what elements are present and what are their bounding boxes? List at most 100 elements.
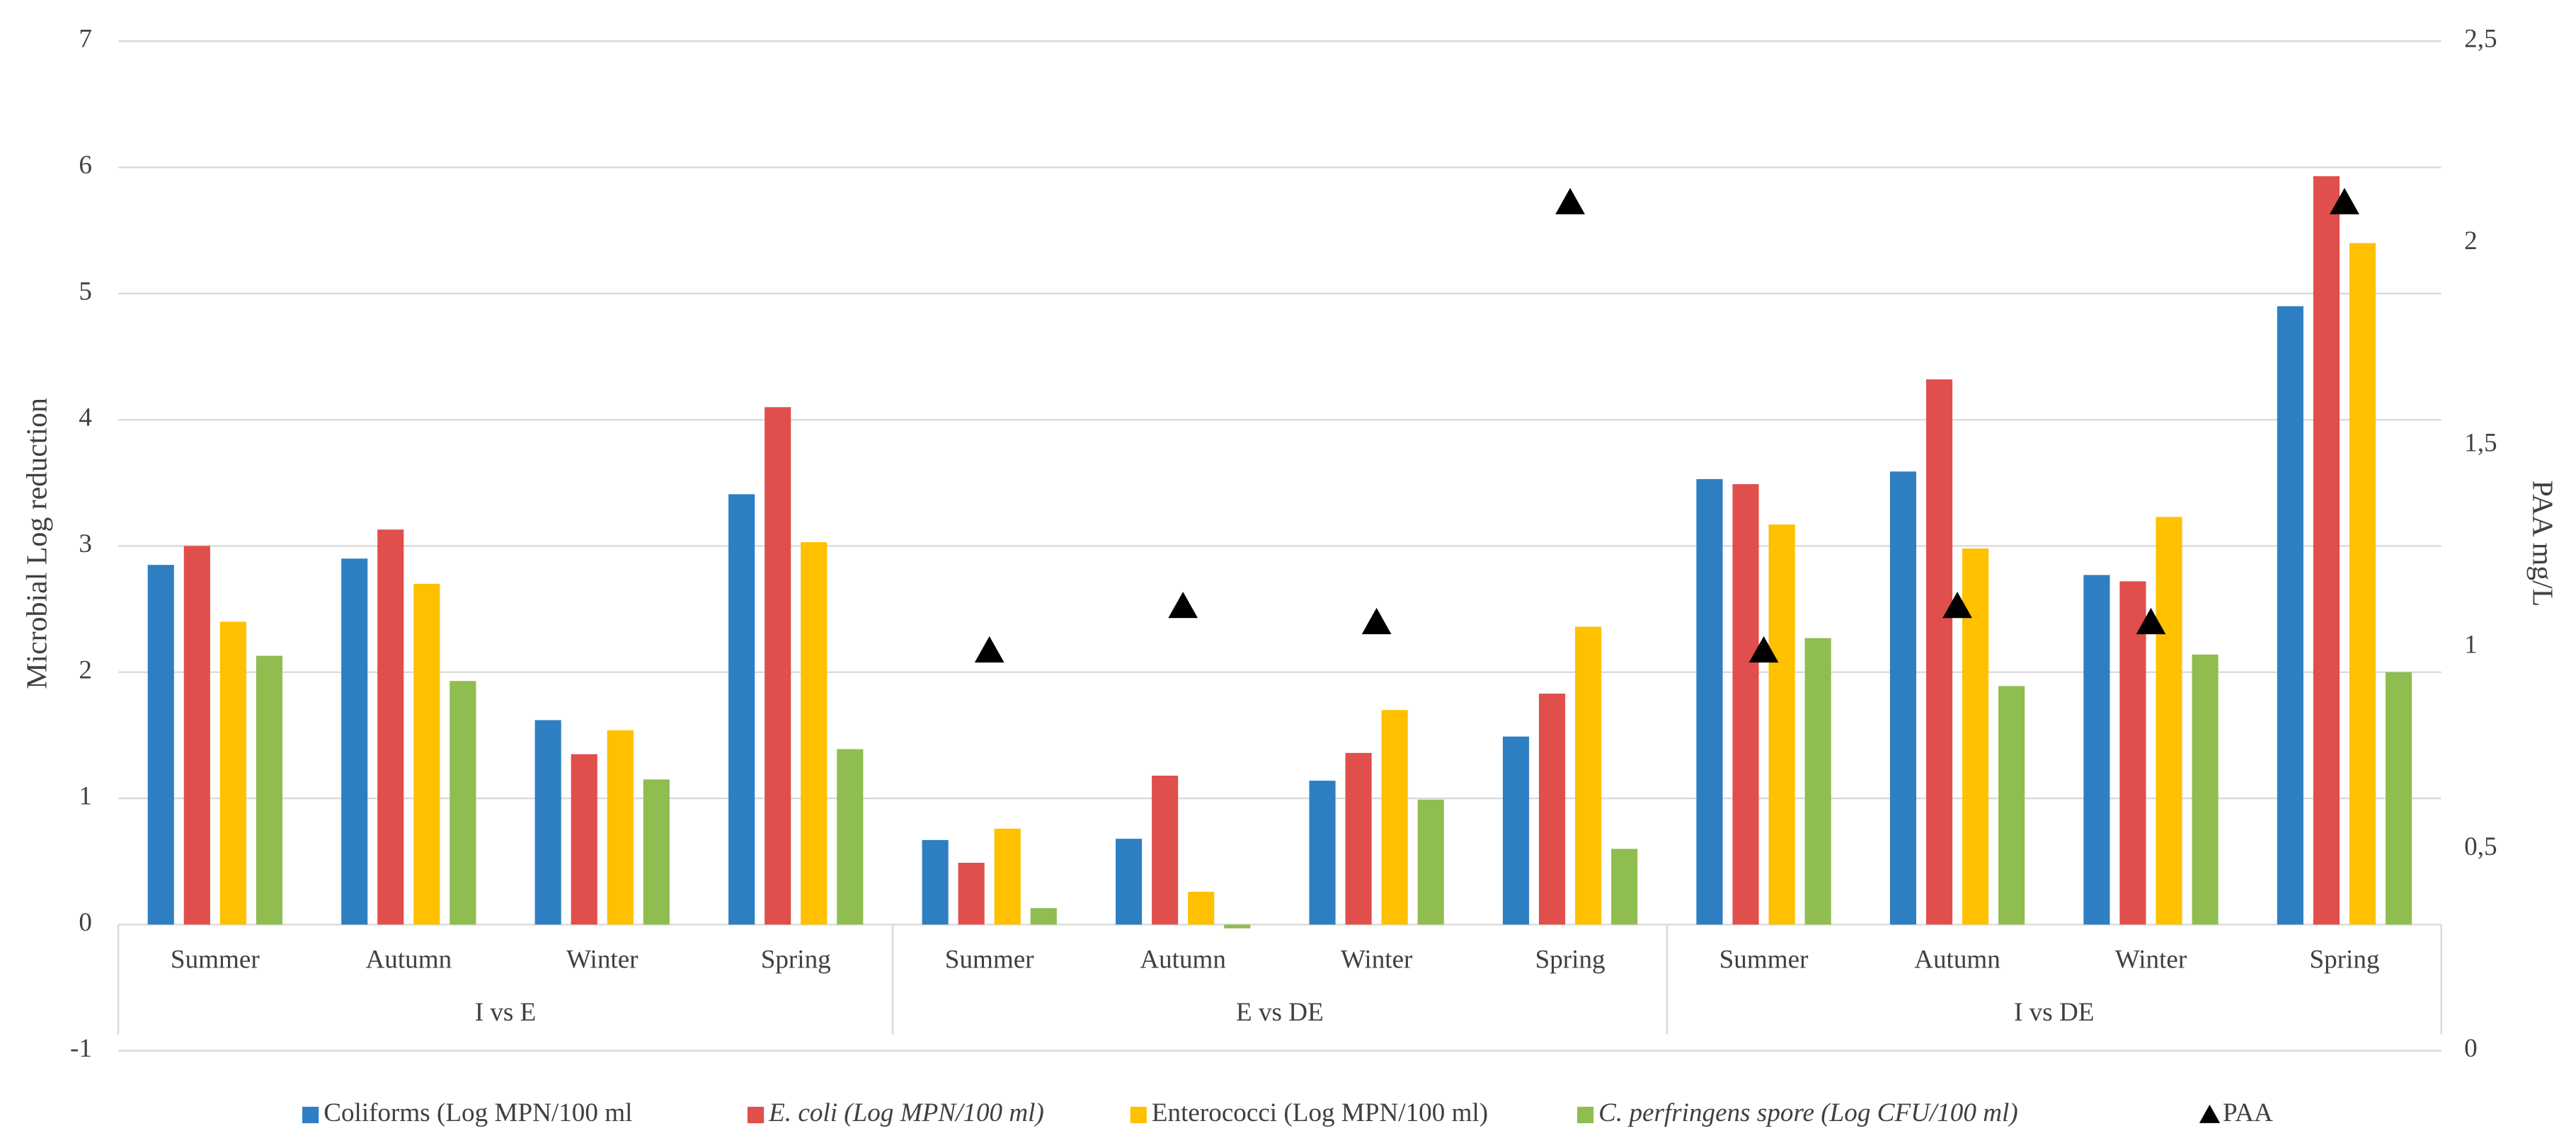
bar: [183, 546, 210, 925]
legend-label: Enterococci (Log MPN/100 ml): [1152, 1098, 1488, 1127]
legend-marker: [747, 1106, 765, 1124]
x-tick-label: Autumn: [1914, 946, 2000, 975]
bar: [147, 565, 174, 925]
bar: [534, 720, 561, 925]
bar: [1539, 694, 1566, 925]
bar: [571, 754, 597, 925]
bar: [837, 749, 864, 925]
y-tick-label: 5: [79, 277, 92, 306]
group-label: I vs E: [475, 998, 537, 1027]
bar: [1188, 892, 1215, 925]
bar: [1152, 775, 1179, 925]
bar: [765, 407, 791, 925]
bar: [1611, 849, 1638, 925]
x-tick-label: Winter: [1341, 946, 1413, 975]
legend-label: E. coli (Log MPN/100 ml): [768, 1098, 1044, 1127]
y-tick-label: 1: [79, 782, 92, 811]
bar: [2083, 575, 2110, 925]
legend-label: PAA: [2223, 1098, 2273, 1127]
y-tick-label: 7: [79, 25, 92, 54]
bar: [341, 558, 368, 925]
bar: [1502, 736, 1530, 925]
y2-tick-label: 0: [2464, 1034, 2478, 1063]
y-tick-label: 6: [79, 151, 92, 180]
bar: [450, 681, 476, 925]
bar: [1804, 638, 1831, 925]
bar: [1417, 799, 1444, 925]
bar: [1696, 478, 1723, 925]
bar: [958, 862, 985, 925]
bar: [1962, 548, 1989, 925]
legend-marker: [1130, 1106, 1147, 1124]
paa-marker: [1168, 592, 1198, 619]
bar: [1309, 781, 1336, 925]
bar: [1224, 924, 1251, 929]
bar: [728, 494, 755, 925]
bar: [256, 655, 282, 925]
y2-tick-label: 1: [2464, 631, 2478, 660]
bar: [1345, 752, 1372, 925]
legend-marker: [2199, 1104, 2221, 1123]
x-tick-label: Winter: [2115, 946, 2187, 975]
x-tick-label: Autumn: [1140, 946, 1226, 975]
y-tick-label: -1: [70, 1034, 92, 1063]
bar: [1381, 710, 1408, 925]
paa-marker: [2136, 607, 2166, 635]
legend-marker: [1576, 1106, 1594, 1124]
y-tick-label: 2: [79, 655, 92, 684]
y2-tick-label: 2,5: [2464, 25, 2497, 54]
y2-tick-label: 1,5: [2464, 428, 2497, 457]
x-tick-label: Summer: [171, 946, 260, 975]
bar: [377, 529, 404, 925]
x-tick-label: Spring: [2309, 946, 2379, 975]
paa-marker: [1942, 592, 1972, 619]
bar: [607, 730, 634, 925]
x-tick-label: Spring: [761, 946, 831, 975]
bar: [2277, 306, 2303, 925]
paa-marker: [1748, 636, 1779, 663]
x-tick-label: Spring: [1535, 946, 1605, 975]
x-tick-label: Autumn: [365, 946, 452, 975]
group-label: E vs DE: [1236, 998, 1324, 1027]
legend-marker: [302, 1106, 319, 1124]
bar: [2119, 581, 2146, 925]
bar: [1998, 686, 2025, 925]
bar: [413, 583, 440, 925]
bar: [1889, 471, 1917, 925]
bar: [643, 779, 670, 925]
bar: [1732, 484, 1759, 925]
bar: [1116, 839, 1143, 925]
y-tick-label: 4: [79, 403, 92, 432]
bar: [2313, 176, 2340, 925]
paa-marker: [974, 636, 1004, 663]
bar: [2192, 654, 2219, 925]
group-label: I vs DE: [2014, 998, 2094, 1027]
paa-marker: [1555, 188, 1585, 214]
paa-marker: [1361, 607, 1392, 635]
x-tick-label: Summer: [945, 946, 1034, 975]
x-tick-label: Summer: [1719, 946, 1809, 975]
bar: [994, 828, 1021, 925]
bar: [219, 621, 246, 925]
bar: [2349, 243, 2376, 925]
x-tick-label: Winter: [566, 946, 639, 975]
bar: [2385, 672, 2412, 925]
bar: [801, 542, 828, 925]
y-tick-label: 0: [79, 908, 92, 937]
y2-tick-label: 2: [2464, 226, 2478, 255]
bar: [1768, 524, 1795, 925]
paa-marker: [2330, 188, 2359, 214]
y2-axis-label: PAA mg/L: [2526, 481, 2558, 607]
y-axis-label: Microbial Log reduction: [21, 398, 53, 689]
y-tick-label: 3: [79, 529, 92, 558]
bar: [1925, 379, 1953, 925]
bar: [922, 839, 949, 925]
legend-label: Coliforms (Log MPN/100 ml: [324, 1098, 632, 1127]
legend-label: C. perfringens spore (Log CFU/100 ml): [1598, 1098, 2018, 1127]
bar: [2156, 517, 2182, 925]
bar: [1575, 626, 1602, 925]
y2-tick-label: 0,5: [2464, 832, 2497, 861]
bar: [1030, 908, 1057, 925]
